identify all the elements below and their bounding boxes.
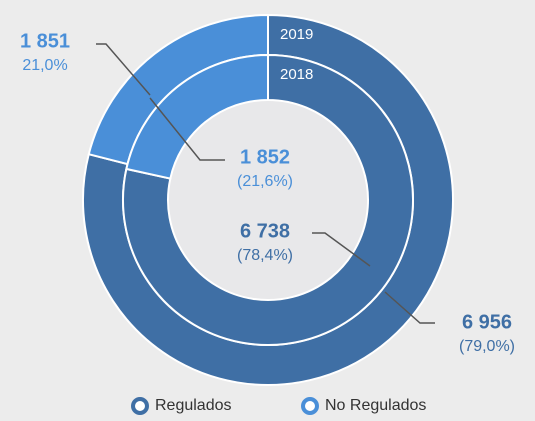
ring-label: 2018: [280, 66, 313, 83]
donut-hole: [168, 100, 368, 300]
leader-line: [384, 291, 435, 324]
value-label: 1 852: [240, 146, 290, 168]
percentage-label: 21,0%: [22, 57, 67, 74]
legend-swatch: [131, 397, 149, 415]
leader-line: [96, 43, 151, 96]
legend-swatch: [301, 397, 319, 415]
percentage-label: (78,4%): [237, 247, 293, 264]
legend-label: No Regulados: [325, 397, 426, 414]
legend-label: Regulados: [155, 397, 232, 414]
donut-segment: [125, 53, 269, 180]
value-label: 6 956: [462, 311, 512, 333]
percentage-label: (79,0%): [459, 338, 515, 355]
percentage-label: (21,6%): [237, 173, 293, 190]
donut-segment: [122, 53, 414, 346]
ring-label: 2019: [280, 26, 313, 43]
value-label: 6 738: [240, 220, 290, 242]
leader-line: [312, 232, 371, 267]
leader-line: [149, 97, 225, 161]
value-label: 1 851: [20, 30, 70, 52]
